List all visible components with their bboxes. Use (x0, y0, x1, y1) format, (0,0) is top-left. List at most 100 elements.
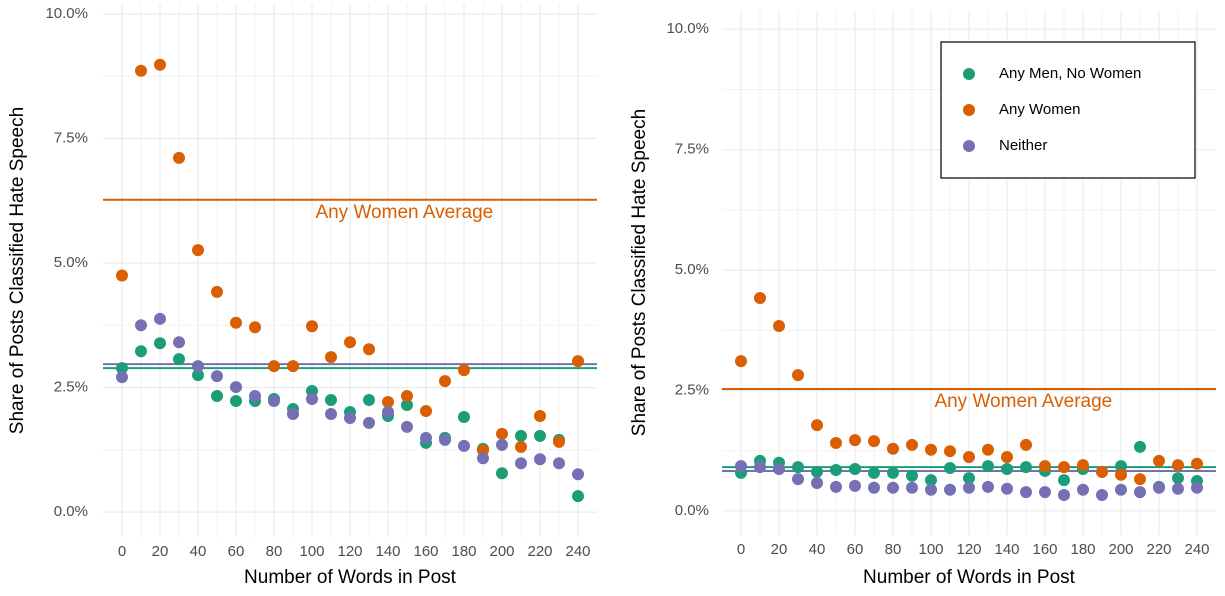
point (1020, 486, 1032, 499)
x-tick-label: 80 (266, 543, 283, 560)
point (401, 390, 413, 403)
point (906, 438, 918, 451)
point (249, 390, 261, 403)
point (515, 457, 527, 470)
point (515, 440, 527, 453)
point (868, 466, 880, 479)
point (477, 452, 489, 465)
point (230, 395, 242, 408)
y-tick-label: 5.0% (675, 261, 709, 278)
point (458, 410, 470, 423)
x-tick-label: 200 (489, 543, 514, 560)
point (1058, 474, 1070, 487)
point (420, 431, 432, 444)
x-tick-label: 20 (771, 541, 788, 558)
legend-marker (963, 68, 975, 80)
point (982, 480, 994, 493)
point (1115, 460, 1127, 473)
point (773, 319, 785, 332)
point (1001, 450, 1013, 463)
point (306, 393, 318, 406)
point (1153, 481, 1165, 494)
point (401, 398, 413, 411)
point (887, 466, 899, 479)
point (458, 439, 470, 452)
point (1020, 438, 1032, 451)
point (963, 472, 975, 485)
point (192, 360, 204, 373)
x-tick-label: 220 (1146, 541, 1171, 558)
point (439, 433, 451, 446)
point (773, 463, 785, 476)
reference-label: Any Women Average (934, 391, 1112, 412)
point (173, 336, 185, 349)
point (1134, 486, 1146, 499)
x-tick-label: 140 (994, 541, 1019, 558)
point (887, 442, 899, 455)
point (944, 445, 956, 458)
y-axis-title: Share of Posts Classified Hate Speech (7, 107, 28, 434)
point (1020, 461, 1032, 474)
point (735, 355, 747, 368)
point (401, 420, 413, 433)
point (211, 370, 223, 383)
point (925, 443, 937, 456)
point (811, 465, 823, 478)
point (534, 453, 546, 466)
point (1115, 468, 1127, 481)
point (344, 411, 356, 424)
point (553, 435, 565, 448)
x-tick-label: 200 (1108, 541, 1133, 558)
point (249, 321, 261, 334)
point (363, 416, 375, 429)
point (849, 479, 861, 492)
y-tick-label: 2.5% (54, 379, 88, 396)
point (1039, 460, 1051, 473)
point (1096, 465, 1108, 478)
y-tick-label: 7.5% (54, 129, 88, 146)
x-axis-title: Number of Words in Post (863, 567, 1076, 588)
x-tick-label: 160 (413, 543, 438, 560)
point (925, 474, 937, 487)
point (439, 375, 451, 388)
x-tick-label: 180 (1070, 541, 1095, 558)
point (553, 457, 565, 470)
y-axis-title: Share of Posts Classified Hate Speech (629, 109, 650, 436)
point (1191, 481, 1203, 494)
point (135, 345, 147, 358)
point (458, 364, 470, 377)
x-tick-label: 240 (1184, 541, 1209, 558)
point (1096, 489, 1108, 502)
point (735, 460, 747, 473)
x-tick-label: 140 (375, 543, 400, 560)
y-tick-label: 0.0% (675, 502, 709, 519)
point (849, 434, 861, 447)
point (268, 395, 280, 408)
point (1134, 473, 1146, 486)
point (1001, 463, 1013, 476)
y-tick-label: 5.0% (54, 254, 88, 271)
x-tick-label: 180 (451, 543, 476, 560)
point (211, 285, 223, 298)
point (135, 319, 147, 332)
point (572, 468, 584, 481)
x-tick-label: 60 (228, 543, 245, 560)
point (496, 467, 508, 480)
x-tick-label: 0 (737, 541, 745, 558)
point (944, 462, 956, 475)
point (211, 390, 223, 403)
point (192, 244, 204, 257)
point (1172, 482, 1184, 495)
x-tick-label: 0 (118, 543, 126, 560)
point (792, 473, 804, 486)
point (268, 360, 280, 373)
point (363, 394, 375, 407)
point (963, 481, 975, 494)
point (325, 394, 337, 407)
legend-box (940, 41, 1196, 179)
point (382, 396, 394, 409)
point (811, 476, 823, 489)
x-tick-label: 40 (190, 543, 207, 560)
point (363, 343, 375, 356)
